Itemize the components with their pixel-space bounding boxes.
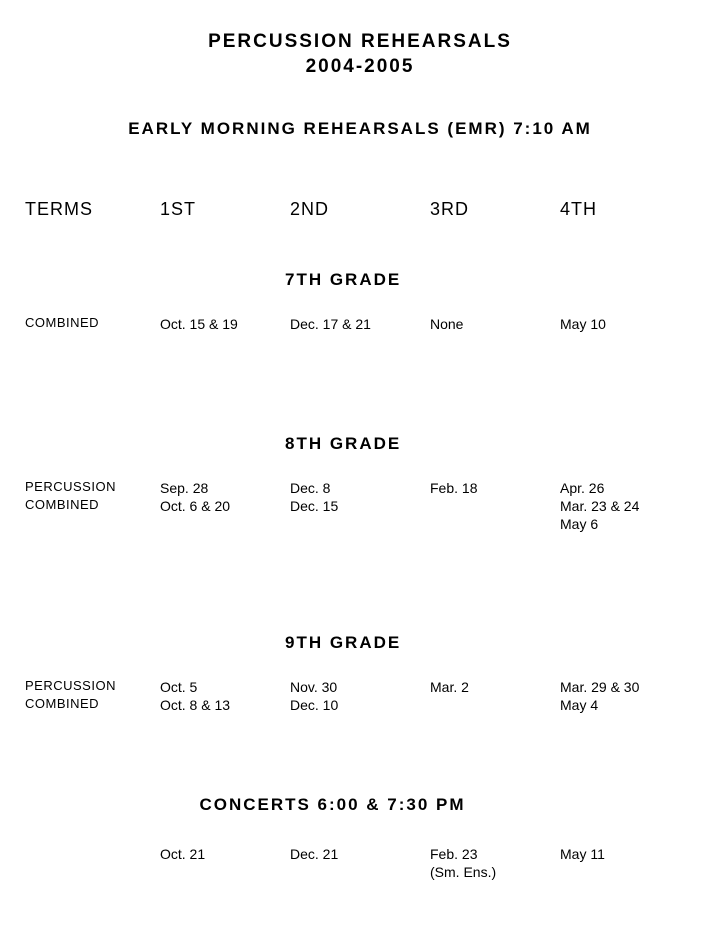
- page: PERCUSSION REHEARSALS 2004-2005 EARLY MO…: [0, 0, 720, 911]
- grade-7-cell: Dec. 17 & 21: [290, 315, 430, 333]
- terms-label: TERMS: [25, 199, 160, 220]
- grade-7-cell: Oct. 15 & 19: [160, 315, 290, 333]
- grade-7-row-label: COMBINED: [25, 315, 160, 333]
- grade-8-cell: [430, 497, 560, 533]
- concerts-heading: CONCERTS 6:00 & 7:30 PM: [25, 795, 700, 815]
- concerts-cell: May 11: [560, 845, 700, 881]
- grade-9-heading: 9TH GRADE: [25, 633, 700, 653]
- concerts-cell: Feb. 23 (Sm. Ens.): [430, 845, 560, 881]
- concerts-cell: Oct. 21: [160, 845, 290, 881]
- grade-8-cell: Sep. 28: [160, 479, 290, 497]
- subtitle: EARLY MORNING REHEARSALS (EMR) 7:10 AM: [25, 119, 695, 139]
- grade-9-cell: Nov. 30: [290, 678, 430, 696]
- grade-9-row-label: COMBINED: [25, 696, 160, 714]
- title-line-1: PERCUSSION REHEARSALS: [25, 30, 695, 55]
- grade-9-cell: [430, 696, 560, 714]
- grade-9-cell: Oct. 5: [160, 678, 290, 696]
- grade-8-cell: Apr. 26: [560, 479, 700, 497]
- grade-8-row-label: COMBINED: [25, 497, 160, 533]
- title-block: PERCUSSION REHEARSALS 2004-2005: [25, 30, 695, 79]
- schedule-grid: TERMS 1ST 2ND 3RD 4TH 7TH GRADE COMBINED…: [25, 199, 695, 881]
- grade-8-cell: Mar. 23 & 24 May 6: [560, 497, 700, 533]
- grade-8-heading: 8TH GRADE: [25, 434, 700, 454]
- grade-7-cell: None: [430, 315, 560, 333]
- concerts-cell: Dec. 21: [290, 845, 430, 881]
- grade-8-cell: Dec. 8: [290, 479, 430, 497]
- grade-8-cell: Oct. 6 & 20: [160, 497, 290, 533]
- grade-8-row-label: PERCUSSION: [25, 479, 160, 497]
- grade-9-cell: Oct. 8 & 13: [160, 696, 290, 714]
- grade-8-cell: Dec. 15: [290, 497, 430, 533]
- term-4: 4TH: [560, 199, 700, 220]
- grade-7-heading: 7TH GRADE: [25, 270, 700, 290]
- grade-9-cell: Dec. 10: [290, 696, 430, 714]
- grade-9-cell: Mar. 29 & 30: [560, 678, 700, 696]
- concerts-blank: [25, 845, 160, 881]
- term-3: 3RD: [430, 199, 560, 220]
- grade-9-cell: May 4: [560, 696, 700, 714]
- grade-9-cell: Mar. 2: [430, 678, 560, 696]
- grade-7-cell: May 10: [560, 315, 700, 333]
- term-1: 1ST: [160, 199, 290, 220]
- grade-9-row-label: PERCUSSION: [25, 678, 160, 696]
- grade-8-cell: Feb. 18: [430, 479, 560, 497]
- term-2: 2ND: [290, 199, 430, 220]
- title-line-2: 2004-2005: [25, 55, 695, 80]
